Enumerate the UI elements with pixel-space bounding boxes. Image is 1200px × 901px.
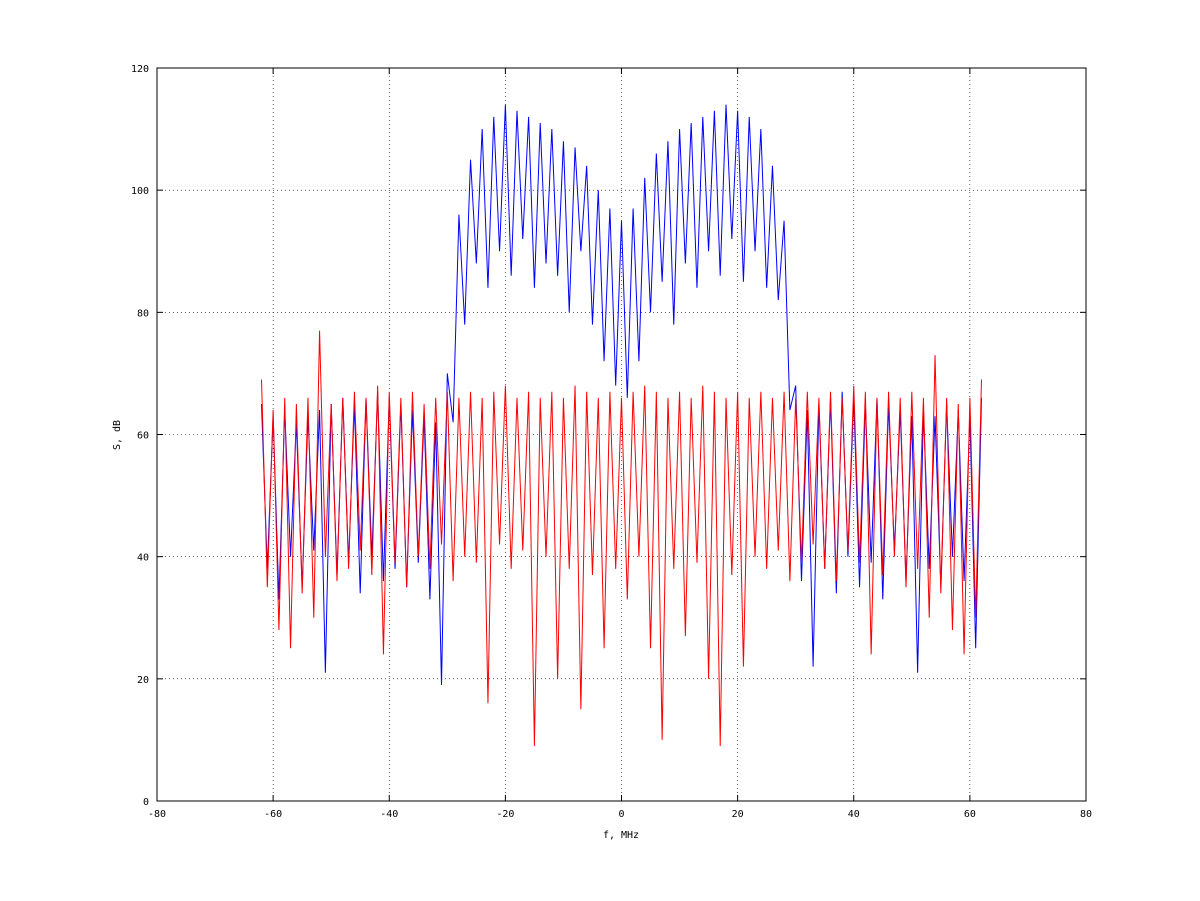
- series-line: [261, 104, 982, 685]
- y-tick-label: 80: [137, 308, 149, 319]
- x-tick-label: 20: [732, 809, 744, 820]
- y-tick-label: 60: [137, 431, 149, 442]
- x-tick-label: -60: [264, 809, 282, 820]
- x-tick-label: -20: [496, 809, 514, 820]
- x-tick-label: 40: [848, 809, 860, 820]
- y-tick-label: 120: [131, 64, 149, 75]
- x-tick-label: 0: [618, 809, 624, 820]
- x-tick-label: -40: [380, 809, 398, 820]
- x-tick-label: 80: [1080, 809, 1092, 820]
- y-tick-label: 20: [137, 675, 149, 686]
- x-tick-label: -80: [148, 809, 166, 820]
- x-axis-label: f, MHz: [603, 830, 639, 841]
- y-axis-label: S, dB: [112, 420, 123, 450]
- y-tick-label: 0: [143, 797, 149, 808]
- y-tick-label: 100: [131, 186, 149, 197]
- series-line: [261, 330, 982, 747]
- y-tick-label: 40: [137, 553, 149, 564]
- x-tick-label: 60: [964, 809, 976, 820]
